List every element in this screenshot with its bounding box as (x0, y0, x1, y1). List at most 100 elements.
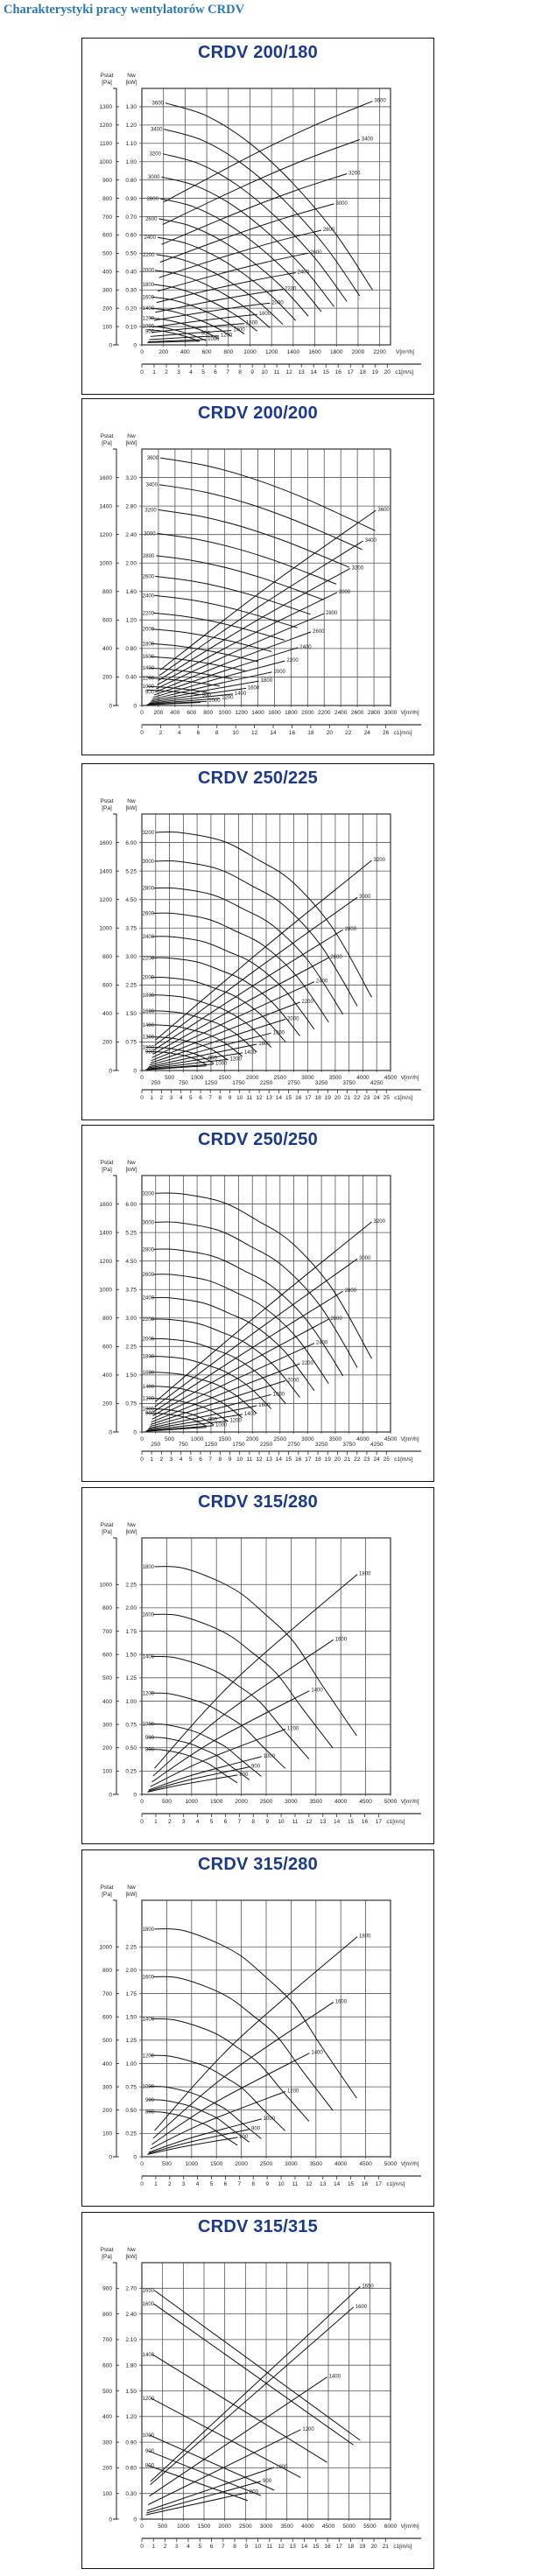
pstat-tick-label: 0 (109, 703, 112, 709)
power-curve-2400-rpm (151, 1343, 315, 1420)
pressure-curve-3400-rpm (164, 129, 361, 297)
pressure-curve-label: 900 (145, 2098, 155, 2103)
pressure-curve-label: 1200 (143, 2053, 155, 2059)
v-tick-label: 4000 (356, 1436, 370, 1442)
pstat-tick-label: 300 (102, 2439, 112, 2446)
nw-tick-label: 0.75 (125, 1040, 137, 1046)
pstat-tick-label: 900 (102, 178, 112, 184)
nw-tick-label: 1.80 (125, 2363, 137, 2369)
c1-tick-label: 2 (159, 730, 163, 736)
c1-tick-label: 7 (208, 1095, 212, 1101)
power-curve-label: 1600 (258, 1403, 271, 1408)
power-curve-1800-rpm (149, 1032, 271, 1066)
nw-axis-title: Nw (127, 73, 136, 79)
v-tick-label: 1750 (232, 1442, 245, 1448)
pstat-tick-label: 0 (109, 342, 112, 348)
c1-tick-label: 12 (256, 1095, 263, 1101)
power-curve-2000-rpm (153, 302, 271, 321)
v-tick-label: 2750 (287, 1080, 300, 1086)
pressure-curve-1400-rpm (147, 1386, 243, 1419)
pressure-curve-2400-rpm (154, 594, 298, 628)
power-curve-1800-rpm (154, 1936, 358, 2131)
v-tick-label: 4000 (334, 2161, 348, 2167)
c1-tick-label: 13 (299, 369, 306, 376)
nw-tick-label: 1.75 (125, 1629, 137, 1635)
pressure-curve-label: 1800 (143, 642, 155, 647)
c1-tick-label: 10 (278, 2181, 285, 2187)
c1-tick-label: 15 (348, 2181, 355, 2187)
c1-tick-label: 8 (251, 2181, 255, 2187)
nw-tick-label: 0.60 (125, 2466, 137, 2472)
c1-tick-label: 21 (344, 1095, 351, 1101)
chart-title: CRDV 200/180 (198, 43, 318, 62)
power-curve-label: 2400 (316, 1341, 328, 1346)
power-curve-label: 1600 (248, 685, 260, 691)
v-tick-label: 3750 (342, 1442, 355, 1448)
power-curve-900-rpm (148, 1766, 250, 1792)
nw-tick-label: 2.25 (125, 1344, 137, 1351)
power-curve-label: 900 (251, 1765, 261, 1770)
power-curve-1600-rpm (152, 1639, 334, 1777)
plot-border (141, 88, 391, 346)
power-curve-label: 3200 (374, 1219, 386, 1225)
pstat-tick-label: 1000 (100, 926, 113, 932)
pressure-curve-label: 2600 (143, 911, 155, 916)
c1-tick-label: 20 (334, 1095, 341, 1101)
power-curve-800-rpm (145, 2492, 249, 2516)
c1-tick-label: 1 (151, 2544, 155, 2550)
power-curve-2600-rpm (158, 252, 309, 291)
c1-tick-label: 16 (324, 2544, 331, 2550)
power-curve-label: 1600 (258, 1042, 271, 1047)
pressure-curve-label: 3200 (143, 1191, 155, 1197)
c1-tick-label: 5 (198, 2544, 201, 2550)
pstat-axis-unit: [Pa] (102, 440, 112, 446)
pressure-curve-2800-rpm (153, 887, 344, 1015)
pressure-curve-2000-rpm (150, 1337, 286, 1404)
nw-tick-label: 0.90 (125, 2439, 137, 2446)
pressure-curve-label: 1200 (143, 677, 155, 682)
power-curve-label: 1000 (264, 2116, 276, 2122)
pressure-curve-2600-rpm (152, 912, 329, 1023)
power-curve-3200-rpm (158, 567, 350, 681)
plot-border (141, 1175, 391, 1433)
fan-performance-chart: Pstat[Pa]Nw[kW]0 500 1000 1500 2000 2500 3000 3… (100, 1522, 421, 1825)
power-curve-label: 2200 (285, 286, 297, 291)
v-tick-label: 4500 (384, 1436, 398, 1442)
pstat-tick-label: 100 (102, 324, 112, 330)
pressure-curve-1600-rpm (153, 2303, 355, 2446)
c1-tick-label: 25 (384, 1456, 391, 1463)
c1-tick-label: 22 (354, 1095, 361, 1101)
c1-tick-label: 11 (292, 2181, 299, 2187)
c1-tick-label: 7 (238, 2181, 242, 2187)
pstat-tick-label: 700 (102, 1629, 112, 1635)
pressure-curve-label: 1400 (143, 1655, 155, 1660)
nw-tick-label: 3.00 (125, 1316, 137, 1322)
power-curve-label: 1650 (362, 2284, 374, 2289)
power-curve-label: 2000 (287, 1016, 299, 1021)
pressure-curve-label: 1800 (143, 1927, 155, 1933)
c1-tick-label: 11 (274, 369, 280, 376)
pstat-tick-label: 1200 (100, 1259, 113, 1265)
power-curve-3600-rpm (163, 101, 373, 203)
chart-frame-crdv-315-280-b: CRDV 315/280 Pstat [Pa] Nw [kW] 0 500 1000 1500 2… (81, 1850, 434, 2207)
v-tick-label: 750 (179, 1442, 188, 1448)
nw-tick-label: 1.20 (125, 2414, 137, 2420)
v-tick-label: 3000 (285, 1799, 298, 1805)
v-tick-label: 1500 (218, 1075, 231, 1081)
power-curve-1400-rpm (151, 1690, 310, 1783)
pressure-curve-label: 2800 (143, 887, 155, 892)
v-tick-label: 1000 (191, 1436, 204, 1442)
power-curve-label: 3000 (339, 590, 351, 595)
power-curve-1800-rpm (154, 1574, 358, 1769)
pstat-tick-label: 400 (102, 1011, 112, 1017)
pressure-curve-label: 1600 (143, 655, 155, 660)
power-curve-label: 1000 (215, 1062, 228, 1067)
pressure-curve-label: 2400 (143, 593, 155, 599)
v-tick-label: 2800 (368, 710, 381, 716)
pressure-curve-1400-rpm (151, 2354, 327, 2463)
power-curve-1800-rpm (152, 313, 257, 328)
v-tick-label: 1000 (186, 1799, 199, 1805)
c1-tick-label: 26 (383, 730, 390, 736)
pressure-curve-1400-rpm (149, 667, 233, 680)
chart-title: CRDV 250/250 (198, 1130, 318, 1149)
